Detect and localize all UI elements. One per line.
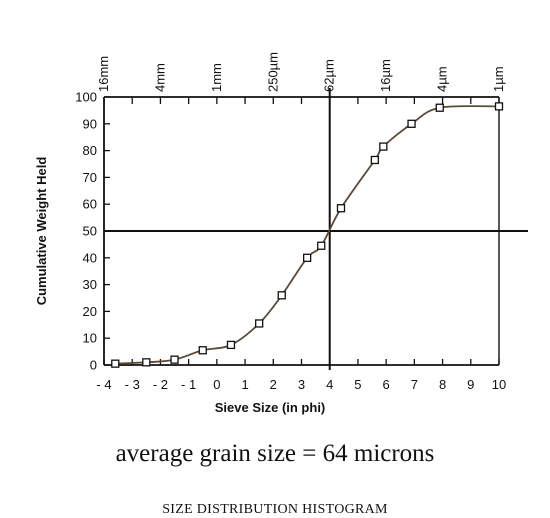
y-tick-label: 50 (83, 224, 97, 239)
y-tick-label: 90 (83, 116, 97, 131)
x-tick-label: 2 (270, 377, 277, 392)
x-tick-label: 7 (411, 377, 418, 392)
x-tick-label: 6 (383, 377, 390, 392)
y-tick-label: 40 (83, 250, 97, 265)
average-grain-size-caption: average grain size = 64 microns (115, 440, 435, 467)
x-tick-label: 1 (241, 377, 248, 392)
x-tick-label: 9 (467, 377, 474, 392)
data-point-marker (277, 291, 286, 300)
x-tick-label: 0 (213, 377, 220, 392)
y-tick-label: 100 (75, 90, 97, 105)
data-point-marker (142, 358, 151, 367)
data-point-marker (379, 142, 388, 151)
x-tick-label: 10 (492, 377, 506, 392)
data-point-marker (302, 253, 312, 262)
cumulative-curve (115, 105, 500, 365)
x-tick-label: - 1 (181, 377, 196, 392)
data-point-marker (170, 355, 179, 364)
y-tick-label: 70 (83, 170, 97, 185)
data-point-marker (317, 241, 326, 250)
top-axis-label: 4µm (435, 66, 450, 92)
top-axis-label: 62µm (322, 59, 337, 92)
x-tick-label: - 4 (96, 377, 111, 392)
data-point-marker (111, 359, 120, 368)
histogram-title-caption: SIZE DISTRIBUTION HISTOGRAM (162, 502, 388, 517)
y-tick-label: 30 (83, 277, 97, 292)
x-tick-label: 4 (326, 377, 333, 392)
top-axis-label: 250µm (265, 52, 280, 92)
y-tick-label: 10 (83, 331, 97, 346)
data-point-marker (494, 102, 504, 111)
y-tick-label: 0 (90, 358, 97, 373)
y-tick-label: 80 (83, 143, 97, 158)
y-tick-label: 60 (83, 197, 97, 212)
data-point-marker (435, 103, 444, 112)
data-point-marker (336, 204, 346, 213)
y-tick-label: 20 (83, 304, 97, 319)
data-point-marker (370, 155, 380, 165)
x-axis-title: Sieve Size (in phi) (215, 400, 326, 415)
x-tick-label: 3 (298, 377, 305, 392)
y-axis-title: Cumulative Weight Held (34, 157, 49, 306)
data-point-marker (226, 340, 236, 350)
top-axis-label: 1mm (209, 63, 224, 92)
data-point-marker (407, 119, 416, 128)
x-tick-label: 8 (439, 377, 446, 392)
top-axis-label: 16mm (96, 56, 111, 92)
top-axis-label: 4mm (152, 63, 167, 92)
top-axis-label: 16µm (378, 59, 393, 92)
data-point-marker (198, 346, 207, 355)
x-tick-label: 5 (354, 377, 361, 392)
top-axis-label: 1µm (491, 66, 506, 92)
data-point-marker (255, 319, 264, 328)
x-tick-label: - 3 (125, 377, 140, 392)
x-tick-label: - 2 (153, 377, 168, 392)
